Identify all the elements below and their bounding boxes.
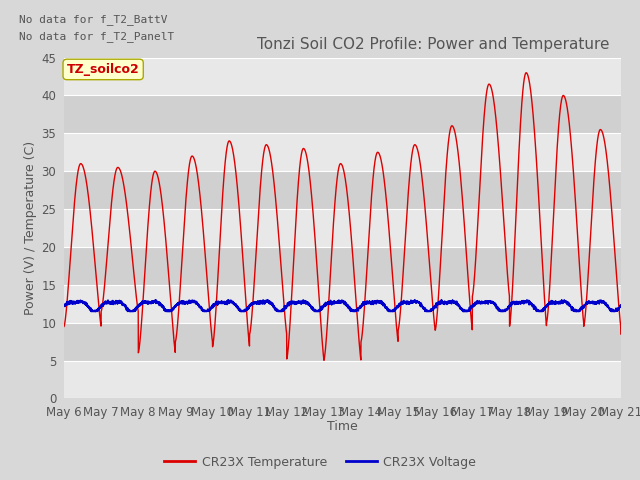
Text: Tonzi Soil CO2 Profile: Power and Temperature: Tonzi Soil CO2 Profile: Power and Temper… xyxy=(257,37,610,52)
Bar xyxy=(64,247,621,285)
Bar xyxy=(64,96,621,133)
Text: No data for f_T2_BattV: No data for f_T2_BattV xyxy=(19,14,168,25)
Bar xyxy=(64,285,621,323)
Text: TZ_soilco2: TZ_soilco2 xyxy=(67,63,140,76)
Bar xyxy=(64,58,621,96)
Bar xyxy=(64,133,621,171)
Legend: CR23X Temperature, CR23X Voltage: CR23X Temperature, CR23X Voltage xyxy=(159,451,481,474)
Bar xyxy=(64,209,621,247)
Bar xyxy=(64,323,621,360)
Bar xyxy=(64,360,621,398)
X-axis label: Time: Time xyxy=(327,420,358,433)
Text: No data for f_T2_PanelT: No data for f_T2_PanelT xyxy=(19,31,175,42)
Y-axis label: Power (V) / Temperature (C): Power (V) / Temperature (C) xyxy=(24,141,37,315)
Bar xyxy=(64,171,621,209)
